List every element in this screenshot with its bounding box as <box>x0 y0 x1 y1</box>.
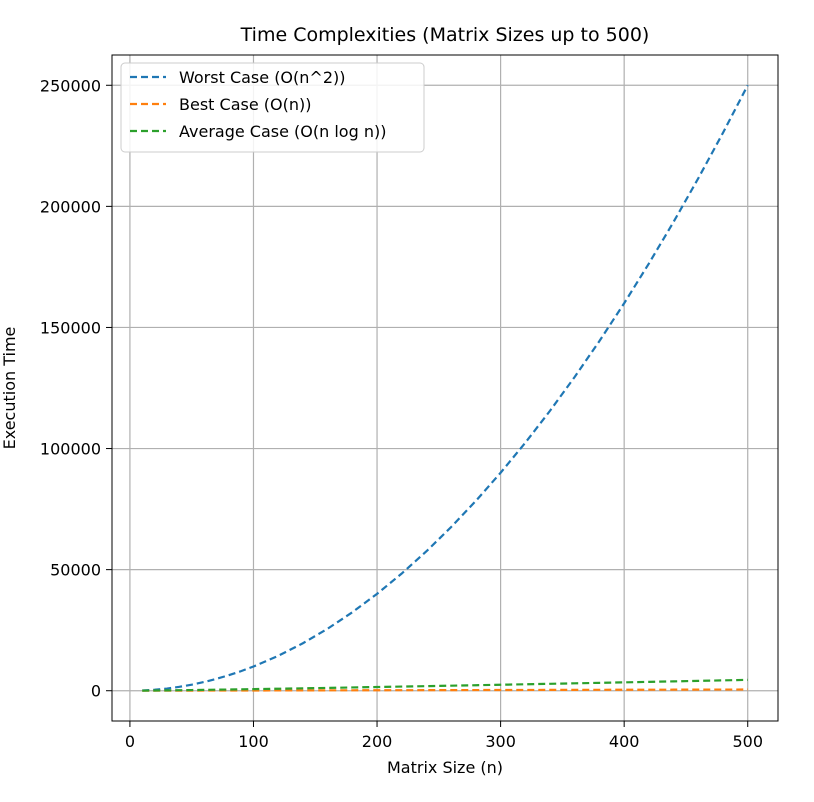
series-lines <box>142 84 749 692</box>
y-tick-label: 50000 <box>50 561 101 580</box>
chart-title: Time Complexities (Matrix Sizes up to 50… <box>240 24 650 46</box>
y-axis-label: Execution Time <box>0 327 19 450</box>
series-line-worst-case <box>142 84 749 692</box>
legend-box <box>120 62 425 153</box>
x-tick-label: 200 <box>362 732 393 751</box>
x-tick-label: 500 <box>732 732 763 751</box>
axis-ticks: 0 100 200 300 400 500 0 50000 100000 150000 200000… <box>40 76 763 751</box>
legend: Worst Case (O(n^2)) Best Case (O(n)) Avera… <box>120 62 425 153</box>
plot-frame <box>111 54 779 722</box>
y-tick-label: 250000 <box>40 76 101 95</box>
y-tick-label: 0 <box>91 682 101 701</box>
grid <box>112 55 778 721</box>
x-tick-label: 100 <box>238 732 269 751</box>
x-tick-label: 300 <box>485 732 516 751</box>
legend-label: Average Case (O(n log n)) <box>179 122 386 141</box>
y-tick-label: 100000 <box>40 440 101 459</box>
x-axis-label: Matrix Size (n) <box>387 758 503 777</box>
x-tick-label: 0 <box>125 732 135 751</box>
legend-label: Best Case (O(n)) <box>179 95 311 114</box>
legend-label: Worst Case (O(n^2)) <box>179 68 345 87</box>
x-tick-label: 400 <box>609 732 640 751</box>
series-line-average-case <box>142 678 748 692</box>
y-tick-label: 150000 <box>40 318 101 337</box>
y-tick-label: 200000 <box>40 197 101 216</box>
